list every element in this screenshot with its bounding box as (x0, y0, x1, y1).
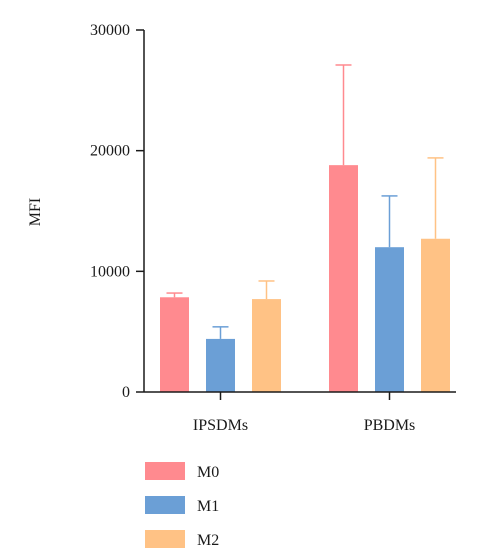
y-tick-label: 0 (122, 384, 130, 401)
legend-label-m0: M0 (197, 464, 219, 481)
bar-m2-ipsdms (252, 299, 281, 392)
bars (160, 64, 450, 392)
legend-swatch-m0 (145, 462, 185, 480)
y-tick-label: 10000 (90, 263, 130, 280)
bar-m2-pbdms (421, 238, 450, 392)
legend-swatch-m1 (145, 496, 185, 514)
bar-m0-ipsdms (160, 297, 189, 392)
bar-m1-ipsdms (206, 338, 235, 392)
legend-swatch-m2 (145, 530, 185, 548)
bar-m0-pbdms (329, 165, 358, 392)
x-axis: IPSDMs PBDMs (144, 391, 456, 434)
y-axis: 0 10000 20000 30000 (90, 22, 145, 401)
x-tick-label: PBDMs (364, 417, 416, 434)
y-tick-label: 20000 (90, 143, 130, 160)
x-tick-label: IPSDMs (193, 417, 248, 434)
legend: M0 M1 M2 (145, 462, 219, 549)
y-axis-title: MFI (27, 198, 44, 226)
y-tick-label: 30000 (90, 22, 130, 39)
legend-label-m2: M2 (197, 532, 219, 549)
legend-label-m1: M1 (197, 498, 219, 515)
bar-m1-pbdms (375, 247, 404, 392)
